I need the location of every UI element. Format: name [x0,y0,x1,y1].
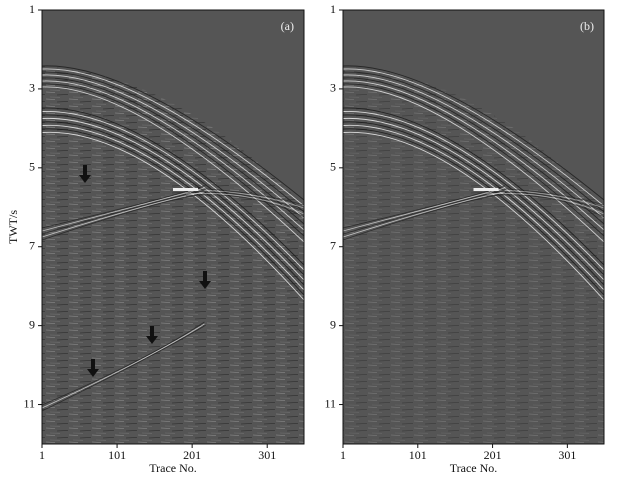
reflection [343,193,505,241]
x-tick-label: 101 [409,448,427,462]
x-tick-label: 101 [108,448,126,462]
reflection [486,194,604,218]
reflection [343,86,604,243]
reflection [343,107,604,266]
reflection [42,189,205,235]
y-axis-title: TWT/s [6,210,20,244]
y-tick-label: 3 [29,81,35,95]
reflection [42,323,205,409]
y-tick-label: 5 [330,160,336,174]
x-tick-label: 201 [183,448,201,462]
x-tick-label: 1 [39,448,45,462]
arrow [146,326,158,344]
reflection [42,86,304,243]
y-tick-label: 7 [330,238,336,252]
y-tick-label: 1 [29,2,35,16]
y-tick-label: 3 [330,81,336,95]
reflection [343,65,604,201]
reflection [343,80,604,231]
reflection [486,189,604,209]
reflection [486,193,604,215]
reflection [42,77,304,225]
reflection [42,80,304,231]
plot-frame [41,9,305,445]
reflection [42,191,205,238]
arrow [87,359,99,377]
reflection [42,118,304,281]
reflection [42,74,304,219]
reflection [343,114,604,276]
arrow [199,271,211,289]
y-tick-label: 5 [29,160,35,174]
y-tick-label: 1 [330,2,336,16]
x-tick-label: 301 [258,448,276,462]
reflection [42,114,304,276]
y-tick-label: 11 [324,396,336,410]
panel-label: (a) [281,19,294,33]
reflection [343,124,604,291]
reflection [343,191,505,238]
reflection [186,191,304,212]
panel-label: (b) [580,19,594,33]
noise-region [343,66,604,444]
reflection [186,193,304,215]
reflection [343,118,604,281]
reflection [42,71,304,213]
reflection [42,121,304,286]
x-axis-title: Trace No. [149,461,197,475]
reflection [42,107,304,266]
reflection [343,121,604,286]
reflection [343,131,604,301]
reflection [343,128,604,296]
reflection [42,325,205,412]
reflection [42,124,304,291]
seismic-section [42,65,304,444]
reflection [343,187,505,232]
noise-region [42,66,304,444]
y-tick-label: 11 [23,396,35,410]
y-tick-label: 9 [330,317,336,331]
y-tick-label: 7 [29,238,35,252]
x-tick-label: 301 [558,448,576,462]
reflection [343,111,604,271]
reflection [42,131,304,301]
x-tick-label: 1 [340,448,346,462]
reflection [343,77,604,225]
reflection [42,65,304,201]
arrow [79,165,91,183]
bright-event [173,188,198,191]
bright-event [473,188,499,191]
reflection [186,194,304,218]
reflection [343,74,604,219]
reflection [42,193,205,241]
reflection [42,187,205,232]
seismic-section [343,65,604,444]
reflection [42,111,304,271]
reflection [42,128,304,296]
reflection [42,321,205,406]
reflection [343,71,604,213]
reflection [486,191,604,212]
y-tick-label: 9 [29,317,35,331]
reflection [42,68,304,207]
x-axis-title: Trace No. [450,461,498,475]
reflection [186,189,304,209]
reflection [486,187,604,206]
reflection [343,189,505,235]
plot-frame [342,9,605,445]
reflection [343,68,604,207]
reflection [186,187,304,206]
x-tick-label: 201 [484,448,502,462]
